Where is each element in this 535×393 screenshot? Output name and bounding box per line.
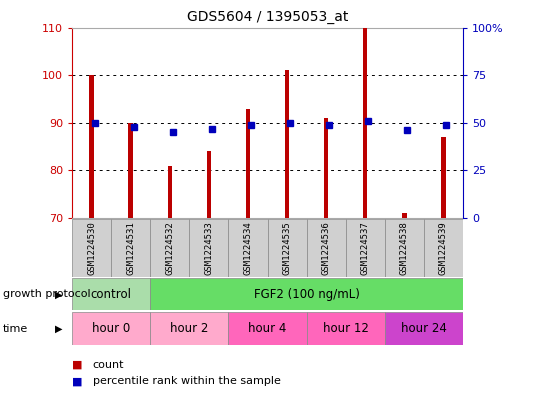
Text: hour 2: hour 2 [170, 322, 209, 335]
Bar [150, 219, 189, 277]
Bar [72, 278, 150, 310]
Text: GSM1224538: GSM1224538 [400, 221, 409, 275]
Bar [128, 123, 133, 218]
Bar [72, 219, 111, 277]
Text: ■: ■ [72, 360, 83, 370]
Bar [268, 219, 307, 277]
Text: GSM1224531: GSM1224531 [126, 221, 135, 275]
Bar [424, 219, 463, 277]
Bar [228, 219, 268, 277]
Text: growth protocol: growth protocol [3, 289, 90, 299]
Bar [89, 75, 94, 218]
Bar [385, 312, 463, 345]
Bar [324, 118, 328, 218]
Bar [307, 312, 385, 345]
Title: GDS5604 / 1395053_at: GDS5604 / 1395053_at [187, 10, 348, 24]
Text: percentile rank within the sample: percentile rank within the sample [93, 376, 280, 386]
Text: hour 24: hour 24 [401, 322, 447, 335]
Bar [246, 108, 250, 218]
Bar [307, 219, 346, 277]
Text: GSM1224534: GSM1224534 [243, 221, 253, 275]
Bar [285, 70, 289, 218]
Text: GSM1224539: GSM1224539 [439, 221, 448, 275]
Text: ▶: ▶ [55, 289, 63, 299]
Bar [402, 213, 407, 218]
Text: GSM1224535: GSM1224535 [282, 221, 292, 275]
Bar [346, 219, 385, 277]
Text: GSM1224532: GSM1224532 [165, 221, 174, 275]
Text: hour 12: hour 12 [323, 322, 369, 335]
Bar [150, 312, 228, 345]
Bar [150, 278, 463, 310]
Bar [72, 312, 150, 345]
Bar [228, 312, 307, 345]
Bar [385, 219, 424, 277]
Bar [363, 28, 368, 218]
Bar [207, 151, 211, 218]
Text: GSM1224537: GSM1224537 [361, 221, 370, 275]
Text: GSM1224530: GSM1224530 [87, 221, 96, 275]
Text: GSM1224536: GSM1224536 [322, 221, 331, 275]
Text: ▶: ▶ [55, 323, 63, 334]
Text: hour 0: hour 0 [92, 322, 131, 335]
Text: ■: ■ [72, 376, 83, 386]
Bar [167, 166, 172, 218]
Text: control: control [91, 288, 132, 301]
Text: time: time [3, 323, 28, 334]
Bar [189, 219, 228, 277]
Text: hour 4: hour 4 [248, 322, 287, 335]
Text: FGF2 (100 ng/mL): FGF2 (100 ng/mL) [254, 288, 360, 301]
Bar [441, 137, 446, 218]
Text: count: count [93, 360, 124, 370]
Bar [111, 219, 150, 277]
Text: GSM1224533: GSM1224533 [204, 221, 213, 275]
